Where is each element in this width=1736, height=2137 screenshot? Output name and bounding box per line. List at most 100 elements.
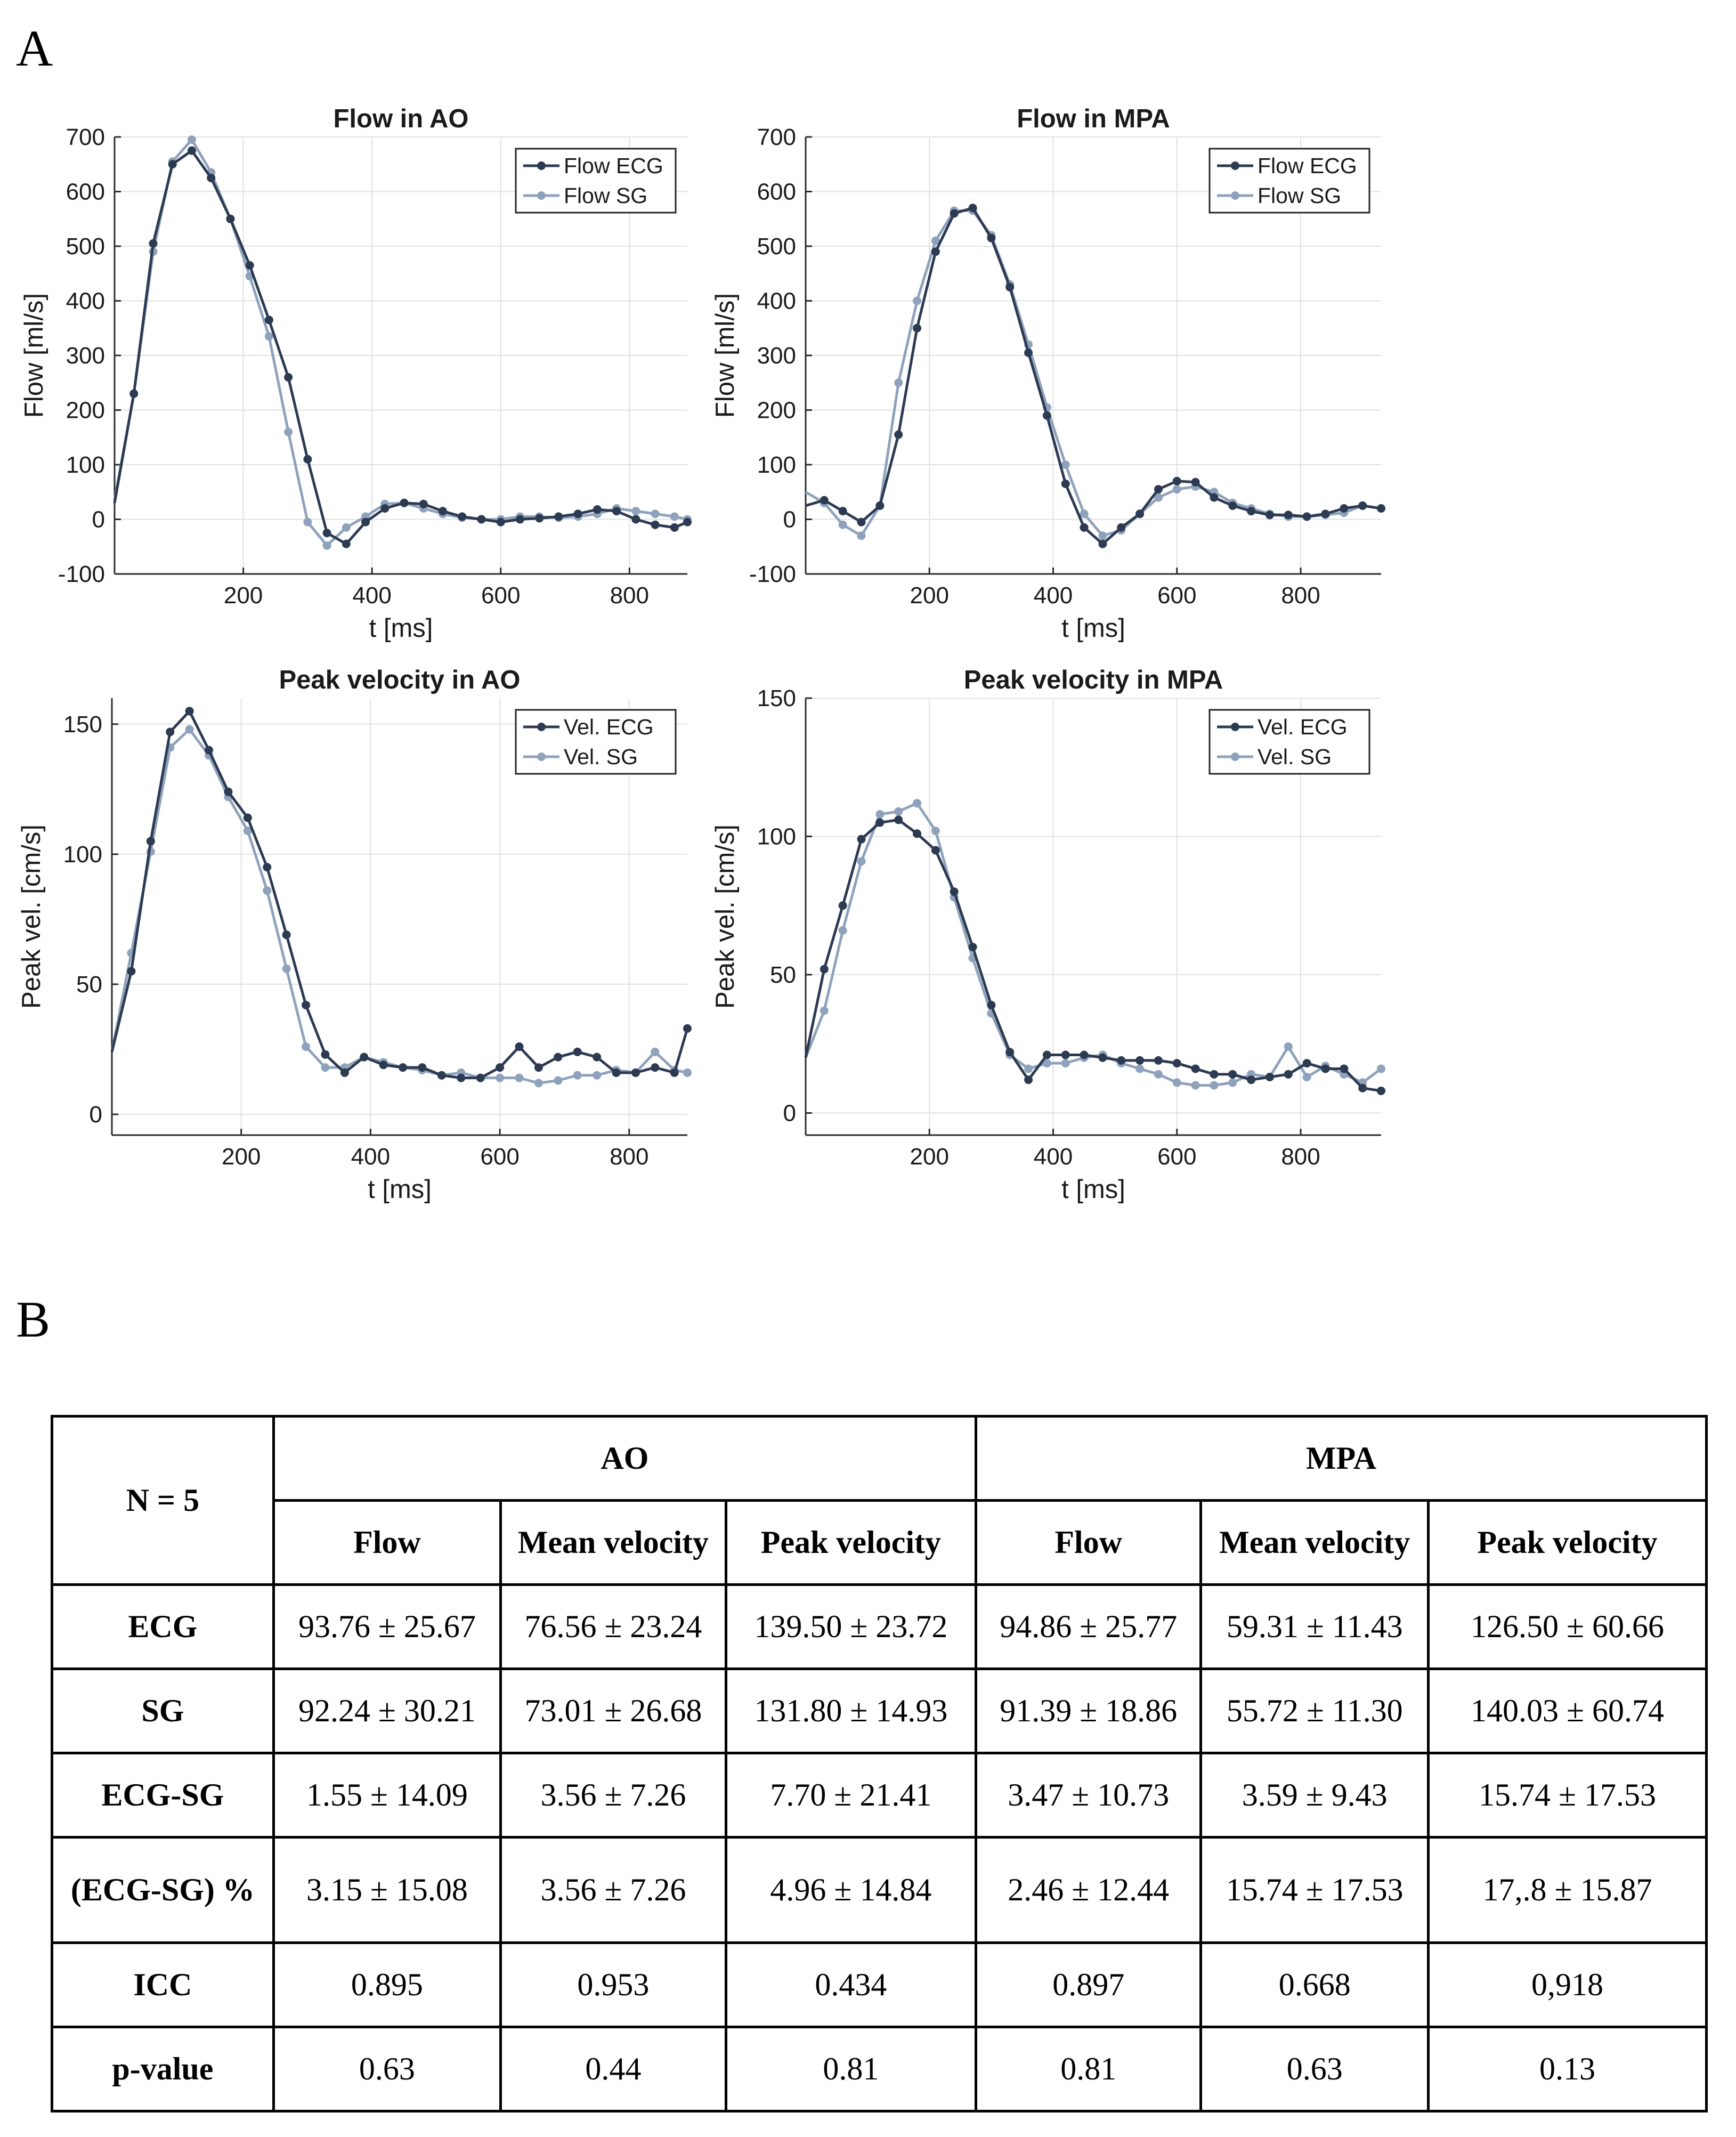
data-point (476, 1073, 485, 1082)
chart-title: Flow in AO (333, 104, 468, 133)
column-header: Mean velocity (1199, 1499, 1430, 1586)
row-label: ECG-SG (51, 1752, 275, 1839)
row-label: ECG (51, 1583, 275, 1670)
data-point (1340, 1064, 1349, 1073)
legend-label: Flow ECG (564, 153, 663, 178)
table-cell: 0.63 (272, 2026, 502, 2112)
series-line (805, 209, 1364, 537)
data-point (243, 813, 252, 822)
data-point (263, 863, 272, 872)
x-tick-label: 200 (222, 1144, 261, 1170)
data-point (168, 160, 177, 169)
data-point (593, 1053, 602, 1062)
data-point (1284, 1070, 1293, 1079)
data-point (651, 520, 660, 529)
data-point (264, 315, 273, 325)
series-sg (805, 206, 1367, 540)
series-ecg (113, 146, 692, 548)
data-point (913, 829, 922, 838)
y-tick-label: 300 (757, 343, 796, 369)
data-point (1172, 1059, 1181, 1068)
table-cell: 0.895 (272, 1941, 502, 2028)
y-tick-label: 50 (76, 972, 102, 998)
series-ecg (804, 815, 1385, 1095)
data-point (496, 517, 505, 527)
row-label: p-value (51, 2026, 275, 2112)
data-point (894, 815, 903, 824)
results-table: N = 5 AO MPA Flow Mean velocity Peak vel… (51, 1415, 1708, 2112)
data-point (418, 1063, 427, 1072)
group-header-mpa: MPA (975, 1415, 1708, 1502)
data-point (1321, 1064, 1330, 1073)
data-point (1098, 539, 1107, 548)
table-cell: 1.55 ± 14.09 (272, 1752, 502, 1839)
data-point (1080, 523, 1089, 532)
legend-box (1208, 148, 1370, 214)
data-point (1061, 1059, 1070, 1068)
data-point (612, 1068, 621, 1077)
chart-peak-velocity-mpa: 200 400 600 800 0 50 100 150 Peak velocity in MP… (711, 666, 1385, 1204)
table-cell: 3.15 ± 15.08 (272, 1836, 502, 1944)
data-point (1302, 1073, 1311, 1082)
y-axis-label: Peak vel. [cm/s] (17, 824, 46, 1009)
table-cell: 15.74 ± 17.53 (1199, 1836, 1430, 1944)
data-point (437, 1071, 446, 1080)
legend-box (515, 148, 677, 214)
table-cell: 3.56 ± 7.26 (499, 1752, 727, 1839)
data-point (838, 901, 847, 910)
data-point (968, 204, 977, 213)
chart-flow-mpa: 200 400 600 800 -100 0 100 200 300 400 500 600 700 Fl… (711, 104, 1385, 643)
legend-label: Flow SG (564, 183, 647, 208)
table-cell: 55.72 ± 11.30 (1199, 1667, 1430, 1754)
data-point (857, 857, 866, 866)
data-point (857, 531, 866, 540)
x-axis-label: t [ms] (368, 1175, 432, 1204)
data-point (1024, 1075, 1033, 1084)
data-point (931, 247, 940, 256)
y-tick-label: 150 (63, 711, 102, 738)
y-tick-label: 200 (757, 398, 796, 424)
data-point (185, 725, 194, 734)
grid (806, 698, 1381, 1135)
data-point (146, 837, 155, 846)
data-point (573, 1047, 582, 1056)
data-point (284, 373, 293, 382)
series-sg (110, 725, 692, 1088)
data-point (361, 517, 370, 527)
legend-label: Vel. ECG (1258, 715, 1348, 739)
legend-swatch-marker (1231, 161, 1239, 170)
data-point (820, 1006, 829, 1015)
data-point (342, 539, 351, 548)
x-tick-label: 400 (351, 1144, 390, 1170)
data-point (554, 1076, 563, 1085)
data-point (303, 455, 312, 464)
data-point (1117, 1056, 1126, 1065)
table-cell: 0.13 (1427, 2026, 1708, 2112)
data-point (631, 507, 640, 516)
y-axis-label: Flow [ml/s] (711, 293, 740, 418)
data-point (1191, 1064, 1200, 1073)
data-point (857, 517, 866, 527)
data-point (950, 887, 959, 896)
y-tick-label: -100 (58, 561, 105, 587)
y-axis-label: Flow [ml/s] (20, 293, 48, 418)
table-cell: 126.50 ± 60.66 (1427, 1583, 1708, 1670)
data-point (1061, 1050, 1070, 1059)
data-point (670, 1068, 679, 1077)
data-point (1005, 282, 1015, 292)
legend: Vel. ECG Vel. SG (1208, 709, 1370, 775)
data-point (683, 1024, 692, 1033)
column-header: Flow (975, 1499, 1203, 1586)
legend-swatch-marker (537, 191, 546, 200)
legend-label: Vel. SG (1258, 744, 1332, 769)
data-point (302, 1000, 311, 1009)
data-point (857, 835, 866, 844)
column-header: Peak velocity (1427, 1499, 1708, 1586)
data-point (593, 505, 602, 514)
data-point (683, 1068, 692, 1077)
chart-title: Peak velocity in MPA (964, 666, 1223, 694)
table-cell: 0.81 (724, 2026, 978, 2112)
x-tick-label: 600 (481, 582, 520, 609)
data-point (651, 509, 660, 519)
data-point (1191, 1081, 1200, 1090)
